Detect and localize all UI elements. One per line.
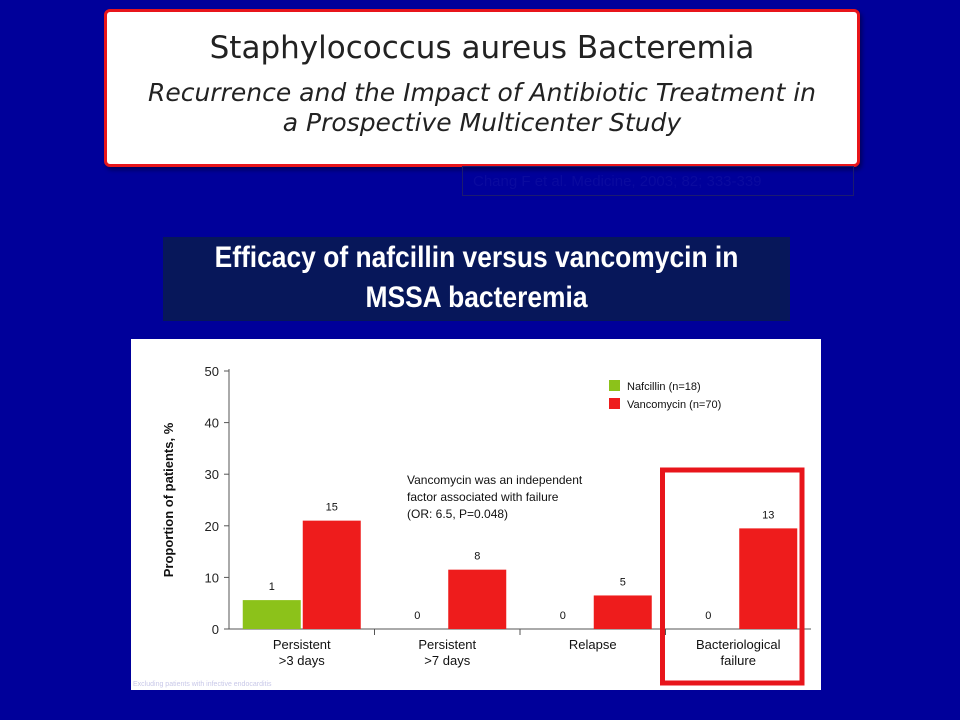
title-line-2: Recurrence and the Impact of Antibiotic … — [147, 78, 817, 107]
chart-panel: 0 10 20 30 40 50 Proportion of patients, % 1 15 P… — [131, 339, 821, 690]
title-line-1: Staphylococcus aureus Bacteremia — [209, 30, 755, 66]
y-axis-title: Proportion of patients, % — [161, 422, 176, 577]
data-label: 0 — [705, 610, 711, 622]
x-tick-label: Bacteriological — [696, 637, 781, 652]
legend-label: Nafcillin (n=18) — [627, 381, 701, 393]
bar-vancomycin — [593, 595, 652, 629]
legend-label: Vancomycin (n=70) — [627, 399, 721, 411]
heading-line-2: MSSA bacteremia — [365, 281, 588, 314]
footnote: Excluding patients with infective endoca… — [133, 681, 272, 688]
y-tick-label: 20 — [205, 519, 219, 534]
x-tick-label: failure — [721, 653, 756, 668]
title-box: Staphylococcus aureus Bacteremia Recurre… — [104, 9, 860, 167]
bar-vancomycin — [302, 520, 361, 629]
x-tick-label: Relapse — [569, 637, 617, 652]
heading-box: Efficacy of nafcillin versus vancomycin … — [163, 237, 790, 321]
bar-vancomycin — [739, 528, 798, 629]
y-tick-label: 0 — [212, 622, 219, 637]
annotation-line: (OR: 6.5, P=0.048) — [407, 507, 508, 521]
x-tick-label: Persistent — [273, 637, 331, 652]
highlight-box — [660, 467, 805, 686]
legend-swatch — [609, 380, 620, 391]
annotation-line: Vancomycin was an independent — [407, 473, 583, 487]
legend-swatch — [609, 398, 620, 409]
data-label: 8 — [474, 551, 480, 563]
citation: Chang F et al. Medicine, 2003; 82; 333-3… — [462, 166, 854, 196]
y-tick-label: 40 — [205, 416, 219, 431]
bar-nafcillin — [242, 600, 301, 629]
title-line-3: a Prospective Multicenter Study — [282, 108, 682, 137]
data-label: 0 — [414, 610, 420, 622]
y-tick-label: 30 — [205, 467, 219, 482]
annotation-line: factor associated with failure — [407, 490, 559, 504]
data-label: 0 — [560, 610, 566, 622]
bar-vancomycin — [448, 569, 507, 629]
y-tick-label: 50 — [205, 364, 219, 379]
data-label: 5 — [620, 576, 626, 588]
heading-line-1: Efficacy of nafcillin versus vancomycin … — [214, 241, 739, 274]
data-label: 15 — [326, 502, 338, 514]
x-tick-label: Persistent — [418, 637, 476, 652]
data-label: 1 — [269, 581, 275, 593]
x-tick-label: >7 days — [424, 653, 470, 668]
y-tick-label: 10 — [205, 570, 219, 585]
x-tick-label: >3 days — [279, 653, 325, 668]
data-label: 13 — [762, 509, 774, 521]
